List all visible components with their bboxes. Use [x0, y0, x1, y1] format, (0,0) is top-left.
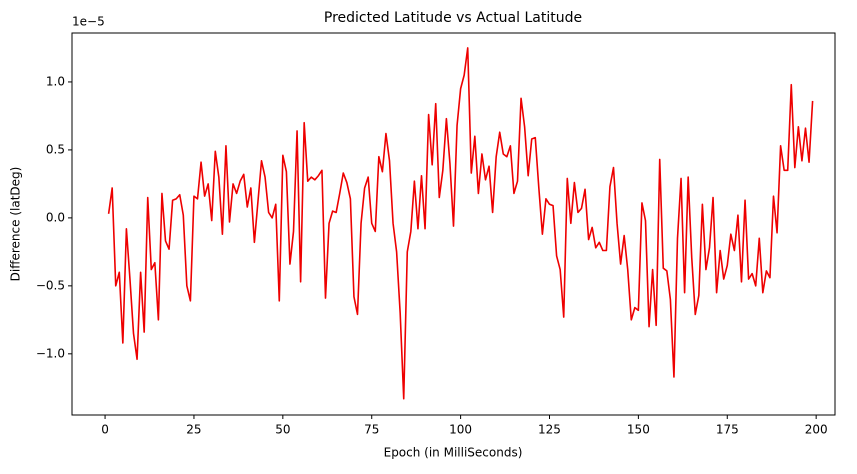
- x-tick-label: 175: [716, 423, 739, 437]
- x-tick-label: 50: [275, 423, 290, 437]
- x-tick-label: 125: [538, 423, 561, 437]
- x-tick-label: 0: [101, 423, 109, 437]
- x-tick-label: 25: [186, 423, 201, 437]
- y-offset-label: 1e−5: [72, 15, 105, 29]
- y-tick-label: 0.0: [46, 210, 65, 224]
- chart-title: Predicted Latitude vs Actual Latitude: [324, 10, 582, 26]
- y-tick-label: 1.0: [46, 74, 65, 88]
- y-tick-label: 0.5: [46, 142, 65, 156]
- data-line: [107, 47, 814, 400]
- x-tick-label: 200: [805, 423, 828, 437]
- plot-frame: [71, 32, 836, 416]
- x-axis-label: Epoch (in MilliSeconds): [384, 446, 523, 460]
- y-tick-label: −0.5: [36, 278, 65, 292]
- x-tick-label: 75: [364, 423, 379, 437]
- x-tick-label: 100: [449, 423, 472, 437]
- y-tick-label: −1.0: [36, 346, 65, 360]
- x-tick-label: 150: [627, 423, 650, 437]
- y-axis-label: Difference (latDeg): [9, 167, 23, 282]
